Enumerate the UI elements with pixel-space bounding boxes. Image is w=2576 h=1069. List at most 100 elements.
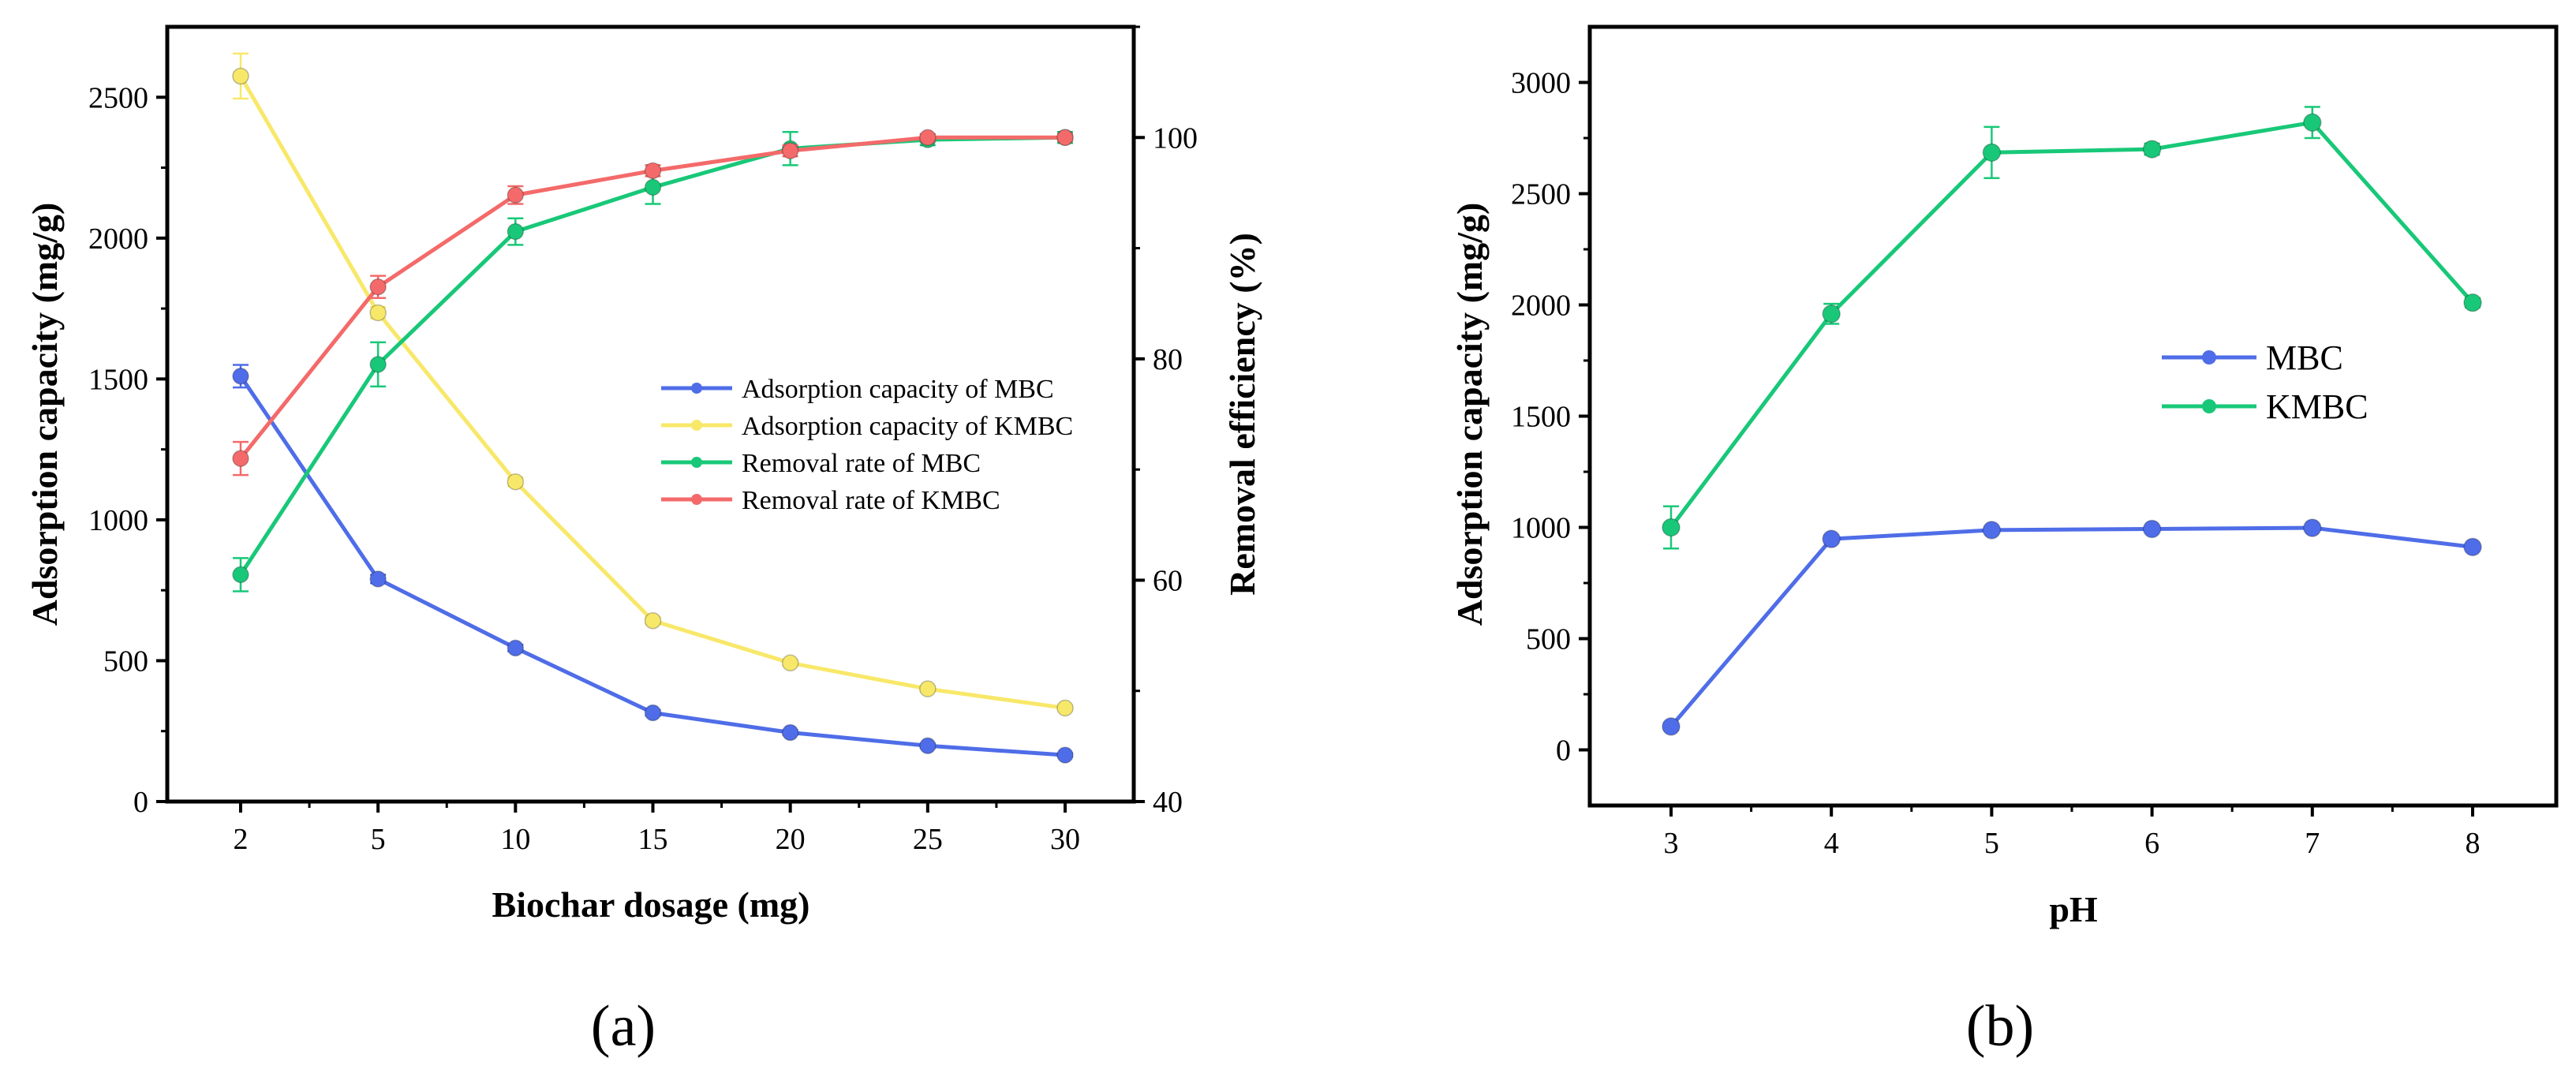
chart-b-y-tick-label: 1500 <box>1511 401 1571 434</box>
chart-b-point <box>2463 293 2482 312</box>
chart-a-point <box>919 129 937 147</box>
chart-a-point <box>644 611 662 630</box>
chart-a-legend-label: Removal rate of KMBC <box>742 486 1000 515</box>
chart-b-legend: MBC KMBC <box>2162 338 2368 426</box>
chart-a-ticks: 2 5 10 15 20 25 300500100015002000250040608010… <box>88 25 1198 856</box>
chart-a-x-tick-label: 30 <box>1050 823 1080 856</box>
chart-a-point <box>369 356 387 373</box>
chart-a-point <box>232 368 249 385</box>
chart-a-y2-axis-title: Removal efficiency (%) <box>1222 233 1262 596</box>
chart-b-point <box>1662 518 1681 537</box>
chart-b-x-tick-label: 8 <box>2466 827 2481 860</box>
chart-panel-a: 2 5 10 15 20 25 300500100015002000250040608010… <box>24 24 1262 1059</box>
chart-a-point <box>369 278 387 296</box>
chart-b-y-tick-label: 3000 <box>1511 67 1571 100</box>
chart-a-point <box>644 178 662 196</box>
chart-b-x-tick-label: 4 <box>1824 827 1839 860</box>
chart-b-series-kmbc <box>1662 106 2482 550</box>
chart-b-x-tick-label: 3 <box>1664 827 1679 860</box>
chart-b-x-tick-label: 7 <box>2305 827 2320 860</box>
chart-b-y-tick-label: 1000 <box>1511 512 1571 545</box>
chart-a-point <box>919 737 937 755</box>
chart-b-x-axis-title: pH <box>2049 889 2098 929</box>
chart-b-point <box>2142 140 2162 159</box>
chart-a-point <box>232 67 249 85</box>
chart-b-point <box>1822 305 1841 323</box>
chart-b-line-kmbc <box>1669 120 2474 529</box>
chart-a-point <box>1056 129 1074 147</box>
chart-a-y2-tick-label: 40 <box>1153 786 1183 819</box>
chart-a-y-tick-label: 2500 <box>88 81 148 114</box>
chart-a-series-adsorption-capacity-of-kmbc <box>232 52 1074 717</box>
chart-a-y-tick-label: 1000 <box>88 504 148 537</box>
chart-a-x-axis-title: Biochar dosage (mg) <box>492 884 810 925</box>
chart-a-point <box>644 704 662 722</box>
chart-a-x-tick-label: 25 <box>913 823 943 856</box>
chart-b-line-mbc <box>1669 525 2473 728</box>
chart-b-y-tick-label: 500 <box>1526 623 1571 656</box>
chart-a-frame <box>165 24 1136 804</box>
chart-a-point <box>507 473 525 491</box>
chart-a-point <box>507 639 525 657</box>
chart-b-legend-marker <box>2202 399 2216 413</box>
chart-b-y-tick-label: 0 <box>1556 734 1571 768</box>
chart-b-frame <box>1587 24 2559 808</box>
chart-a-x-tick-label: 5 <box>371 823 386 856</box>
chart-b-y-tick-label: 2500 <box>1511 178 1571 211</box>
chart-b-legend-label: MBC <box>2266 338 2343 377</box>
chart-b-y-axis-title: Adsorption capacity (mg/g) <box>1449 203 1490 626</box>
chart-a-point <box>232 566 249 584</box>
chart-a-point <box>507 222 525 241</box>
chart-a-point <box>781 654 799 672</box>
chart-a-point <box>919 680 937 697</box>
chart-a-legend: Adsorption capacity of MBC Adsorption cap… <box>661 375 1073 515</box>
chart-a-x-tick-label: 2 <box>234 823 249 856</box>
chart-b-ticks: 3 4 5 6 7 8 0 500 1000 1500 2000 2500 3000 <box>1511 67 2481 861</box>
chart-b-point <box>1982 143 2002 163</box>
chart-a-marks <box>232 52 1074 764</box>
chart-a-series-adsorption-capacity-of-mbc <box>232 364 1074 764</box>
chart-a-y-axis-title: Adsorption capacity (mg/g) <box>24 203 65 626</box>
chart-a-panel-label: (a) <box>591 994 656 1059</box>
chart-a-x-tick-label: 15 <box>638 823 668 856</box>
chart-a-y-tick-label: 2000 <box>88 222 148 256</box>
chart-a-legend-marker <box>691 494 702 505</box>
chart-b-series-mbc <box>1662 518 2482 736</box>
chart-a-point <box>369 304 387 322</box>
chart-b-x-tick-label: 6 <box>2144 827 2159 860</box>
chart-b-panel-label: (b) <box>1966 994 2034 1059</box>
chart-a-y-tick-label: 1500 <box>88 363 148 396</box>
chart-b-y-tick-label: 2000 <box>1511 290 1571 323</box>
chart-a-y2-tick-label: 80 <box>1153 343 1183 376</box>
chart-b-x-tick-label: 5 <box>1984 827 1999 860</box>
chart-a-legend-label: Adsorption capacity of MBC <box>742 375 1054 404</box>
chart-b-point <box>1822 529 1841 548</box>
chart-a-series-removal-rate-of-mbc <box>232 129 1074 592</box>
chart-a-legend-marker <box>691 383 702 394</box>
chart-a-point <box>644 162 662 180</box>
chart-b-point <box>2303 113 2322 133</box>
chart-a-legend-marker <box>691 457 702 468</box>
chart-a-point <box>232 450 249 467</box>
chart-a-y2-tick-label: 100 <box>1153 121 1198 155</box>
chart-b-point <box>1982 521 2002 540</box>
chart-a-point <box>781 142 799 159</box>
chart-a-series-removal-rate-of-kmbc <box>232 129 1074 477</box>
chart-a-point <box>369 570 387 588</box>
chart-b-marks <box>1662 106 2482 736</box>
chart-b-point <box>2303 518 2322 537</box>
chart-a-x-tick-label: 20 <box>776 823 806 856</box>
chart-b-point <box>2142 519 2162 539</box>
chart-a-point <box>507 186 525 204</box>
chart-a-legend-label: Removal rate of MBC <box>742 449 981 478</box>
chart-b-point <box>2463 537 2482 557</box>
chart-panel-b: 3 4 5 6 7 8 0 500 1000 1500 2000 2500 3000 pH Adsorp… <box>1449 24 2559 1059</box>
chart-a-legend-label: Adsorption capacity of KMBC <box>742 412 1073 441</box>
chart-a-point <box>781 723 799 742</box>
chart-b-legend-label: KMBC <box>2266 387 2368 426</box>
chart-b-point <box>1662 717 1681 736</box>
chart-a-x-tick-label: 10 <box>500 823 530 856</box>
chart-b-legend-marker <box>2202 350 2216 364</box>
chart-a-legend-marker <box>691 420 702 431</box>
